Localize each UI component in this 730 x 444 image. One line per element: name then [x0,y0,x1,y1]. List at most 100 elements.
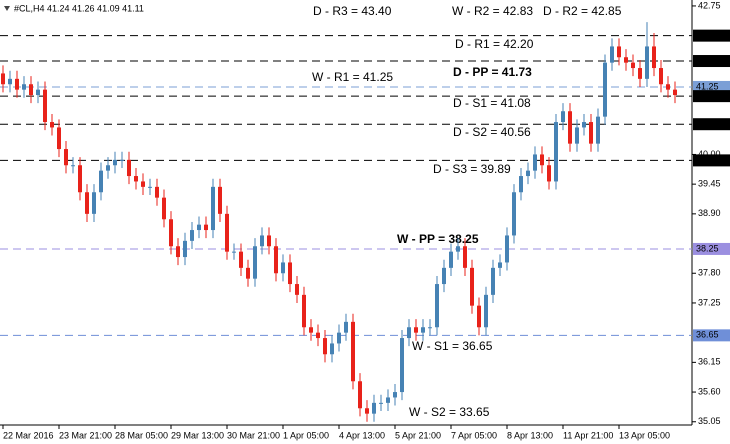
candle-body [526,170,530,177]
candle-body [99,170,103,193]
x-tick-label: 8 Apr 13:00 [507,430,553,440]
candle-body [358,381,362,409]
candle-body [610,46,614,63]
candle-body [372,402,376,414]
level-label: W - R1 = 41.25 [312,70,393,84]
candle-body [309,327,313,333]
candle-body [421,327,425,333]
candle-body [365,408,369,414]
candle-body [449,251,453,268]
y-tick-label: 36.15 [698,357,721,367]
candle-body [491,267,495,295]
candle-body [197,224,201,231]
candle-body [617,46,621,58]
candle-body [190,230,194,241]
candle-body [78,165,82,193]
x-tick-label: 11 Apr 21:00 [563,430,613,440]
level-axis-box [693,29,730,42]
candle-body [428,327,432,329]
x-tick-label: 5 Apr 21:00 [395,430,441,440]
candle-body [645,46,649,79]
candle-body [204,224,208,231]
candle-body [1,73,5,85]
candle-body [225,213,229,252]
level-label: D - R1 = 42.20 [455,37,534,51]
annotation: D - R2 = 42.85 [543,4,622,18]
candle-body [323,338,327,355]
candle-body [183,240,187,258]
candle-body [8,78,12,85]
candle-body [540,154,544,166]
level-axis-label: 36.65 [696,330,719,340]
annotation: W - S2 = 33.65 [409,405,490,419]
annotation: W - R2 = 42.83 [452,4,533,18]
level-label: W - S1 = 36.65 [412,339,493,353]
level-label: D - S1 = 41.08 [453,96,531,110]
candle-body [337,332,341,344]
candle-body [218,186,222,214]
y-tick-label: 35.60 [698,386,721,396]
level-label: D - PP = 41.73 [453,65,532,79]
candle-body [575,127,579,144]
x-tick-label: 1 Apr 05:00 [283,430,329,440]
candle-body [148,186,152,188]
x-tick-label: 4 Apr 13:00 [339,430,385,440]
candle-body [407,327,411,339]
level-axis-label: 39.89 [696,155,719,165]
candle-body [547,165,551,182]
candle-body [211,186,215,231]
level-axis-box [693,154,730,167]
candle-body [561,111,565,123]
level-axis-box [693,80,730,93]
level-axis-label: 41.25 [696,81,719,91]
candle-body [57,127,61,150]
y-tick-label: 37.80 [698,268,721,278]
candle-body [589,122,593,144]
candle-body [92,192,96,214]
candle-body [267,235,271,247]
candle-body [456,246,460,252]
candle-body [414,327,418,333]
level-label: D - S2 = 40.56 [453,125,531,139]
level-axis-box [693,329,730,342]
level-axis-box [693,55,730,68]
candle-body [603,62,607,117]
candle-body [113,159,117,166]
level-axis-label: 41.73 [696,55,719,65]
candle-body [50,122,54,128]
candle-body [484,294,488,328]
candle-body [29,84,33,96]
candle-body [288,262,292,285]
x-tick-label: 29 Mar 13:00 [171,430,224,440]
y-tick-label: 37.25 [698,297,721,307]
candle-body [162,197,166,220]
candle-body [36,89,40,96]
candle-body [106,165,110,171]
candle-body [295,284,299,295]
candle-body [638,68,642,79]
level-axis-box [693,90,730,103]
candle-body [652,46,656,69]
candle-body [239,251,243,268]
candle-body [253,246,257,279]
level-axis-label: 40.56 [696,119,719,129]
candle-body [330,343,334,355]
candle-body [43,89,47,123]
candle-body [463,246,467,268]
candle-body [302,294,306,328]
candle-body [568,111,572,144]
candle-body [470,267,474,306]
candle-body [666,84,670,90]
candle-body [246,267,250,279]
level-axis-box [693,118,730,131]
candle-body [127,159,131,177]
y-tick-label: 35.05 [698,416,721,426]
candle-body [512,192,516,236]
candle-body [519,176,523,193]
chart-title: #CL,H4 41.24 41.26 41.09 41.11 [14,3,144,13]
level-axis-label: 41.08 [696,90,719,100]
candle-body [393,392,397,398]
candle-body [596,116,600,144]
